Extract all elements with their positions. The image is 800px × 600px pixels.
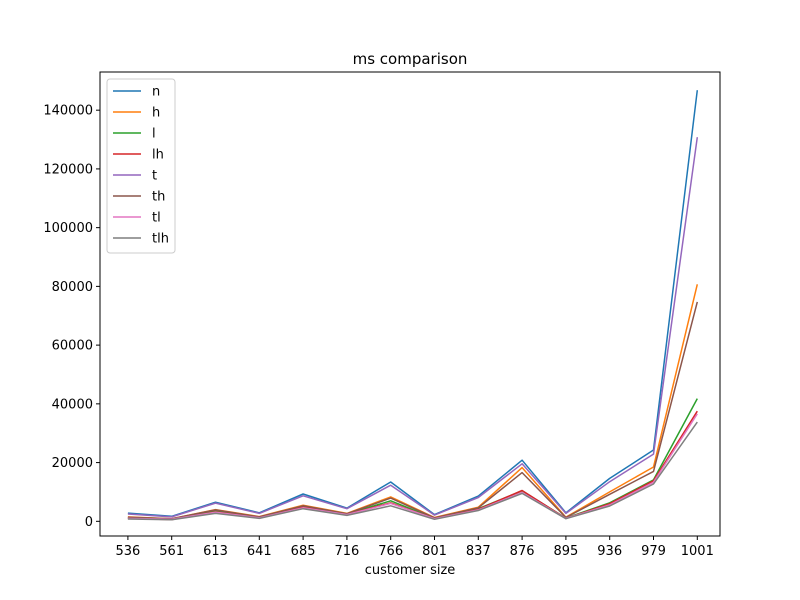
x-axis: 536 561 613 641 685 716 766 801 837 876 895 936 979 1… xyxy=(115,536,714,559)
x-tick-label: 1001 xyxy=(681,544,714,559)
x-tick-label: 801 xyxy=(422,544,447,559)
legend-label-t: t xyxy=(152,169,157,184)
x-tick-label: 936 xyxy=(597,544,622,559)
x-tick-label: 641 xyxy=(247,544,272,559)
legend-label-th: th xyxy=(152,190,165,205)
x-tick-label: 613 xyxy=(203,544,228,559)
legend-label-tlh: tlh xyxy=(152,232,169,247)
x-tick-label: 685 xyxy=(291,544,316,559)
x-tick-label: 895 xyxy=(553,544,578,559)
series-line-tl xyxy=(127,413,698,521)
y-tick-label: 0 xyxy=(85,515,93,530)
y-tick-label: 20000 xyxy=(52,456,93,471)
x-tick-label: 876 xyxy=(510,544,535,559)
legend-label-lh: lh xyxy=(152,148,164,163)
x-tick-label: 766 xyxy=(378,544,403,559)
series-line-t xyxy=(127,137,699,518)
chart-title: ms comparison xyxy=(353,50,468,68)
legend-label-h: h xyxy=(152,106,160,121)
x-tick-label: 536 xyxy=(115,544,140,559)
y-tick-label: 100000 xyxy=(43,221,93,236)
y-axis: 0 20000 40000 60000 80000 100000 120000 140000 xyxy=(43,104,100,530)
legend: nhl lh t th tl tlh xyxy=(106,78,176,254)
plot-lines xyxy=(127,90,699,521)
series-line-th xyxy=(127,301,699,520)
x-tick-label: 837 xyxy=(466,544,491,559)
y-tick-label: 80000 xyxy=(52,280,93,295)
x-tick-label: 561 xyxy=(159,544,184,559)
plot-frame xyxy=(99,71,721,537)
y-tick-label: 140000 xyxy=(43,104,93,119)
series-line-n xyxy=(127,90,699,518)
x-tick-label: 979 xyxy=(641,544,666,559)
x-tick-label: 716 xyxy=(334,544,359,559)
y-tick-label: 120000 xyxy=(43,162,93,177)
series-line-l xyxy=(127,398,698,521)
legend-box xyxy=(106,78,176,254)
legend-label-tl: tl xyxy=(152,211,161,226)
legend-label-l: l xyxy=(152,127,156,142)
series-line-h xyxy=(127,284,699,520)
x-axis-label: customer size xyxy=(365,563,456,578)
y-tick-label: 60000 xyxy=(52,339,93,354)
legend-label-n: n xyxy=(152,85,160,100)
y-tick-label: 40000 xyxy=(52,397,93,412)
series-line-tlh xyxy=(127,421,698,521)
